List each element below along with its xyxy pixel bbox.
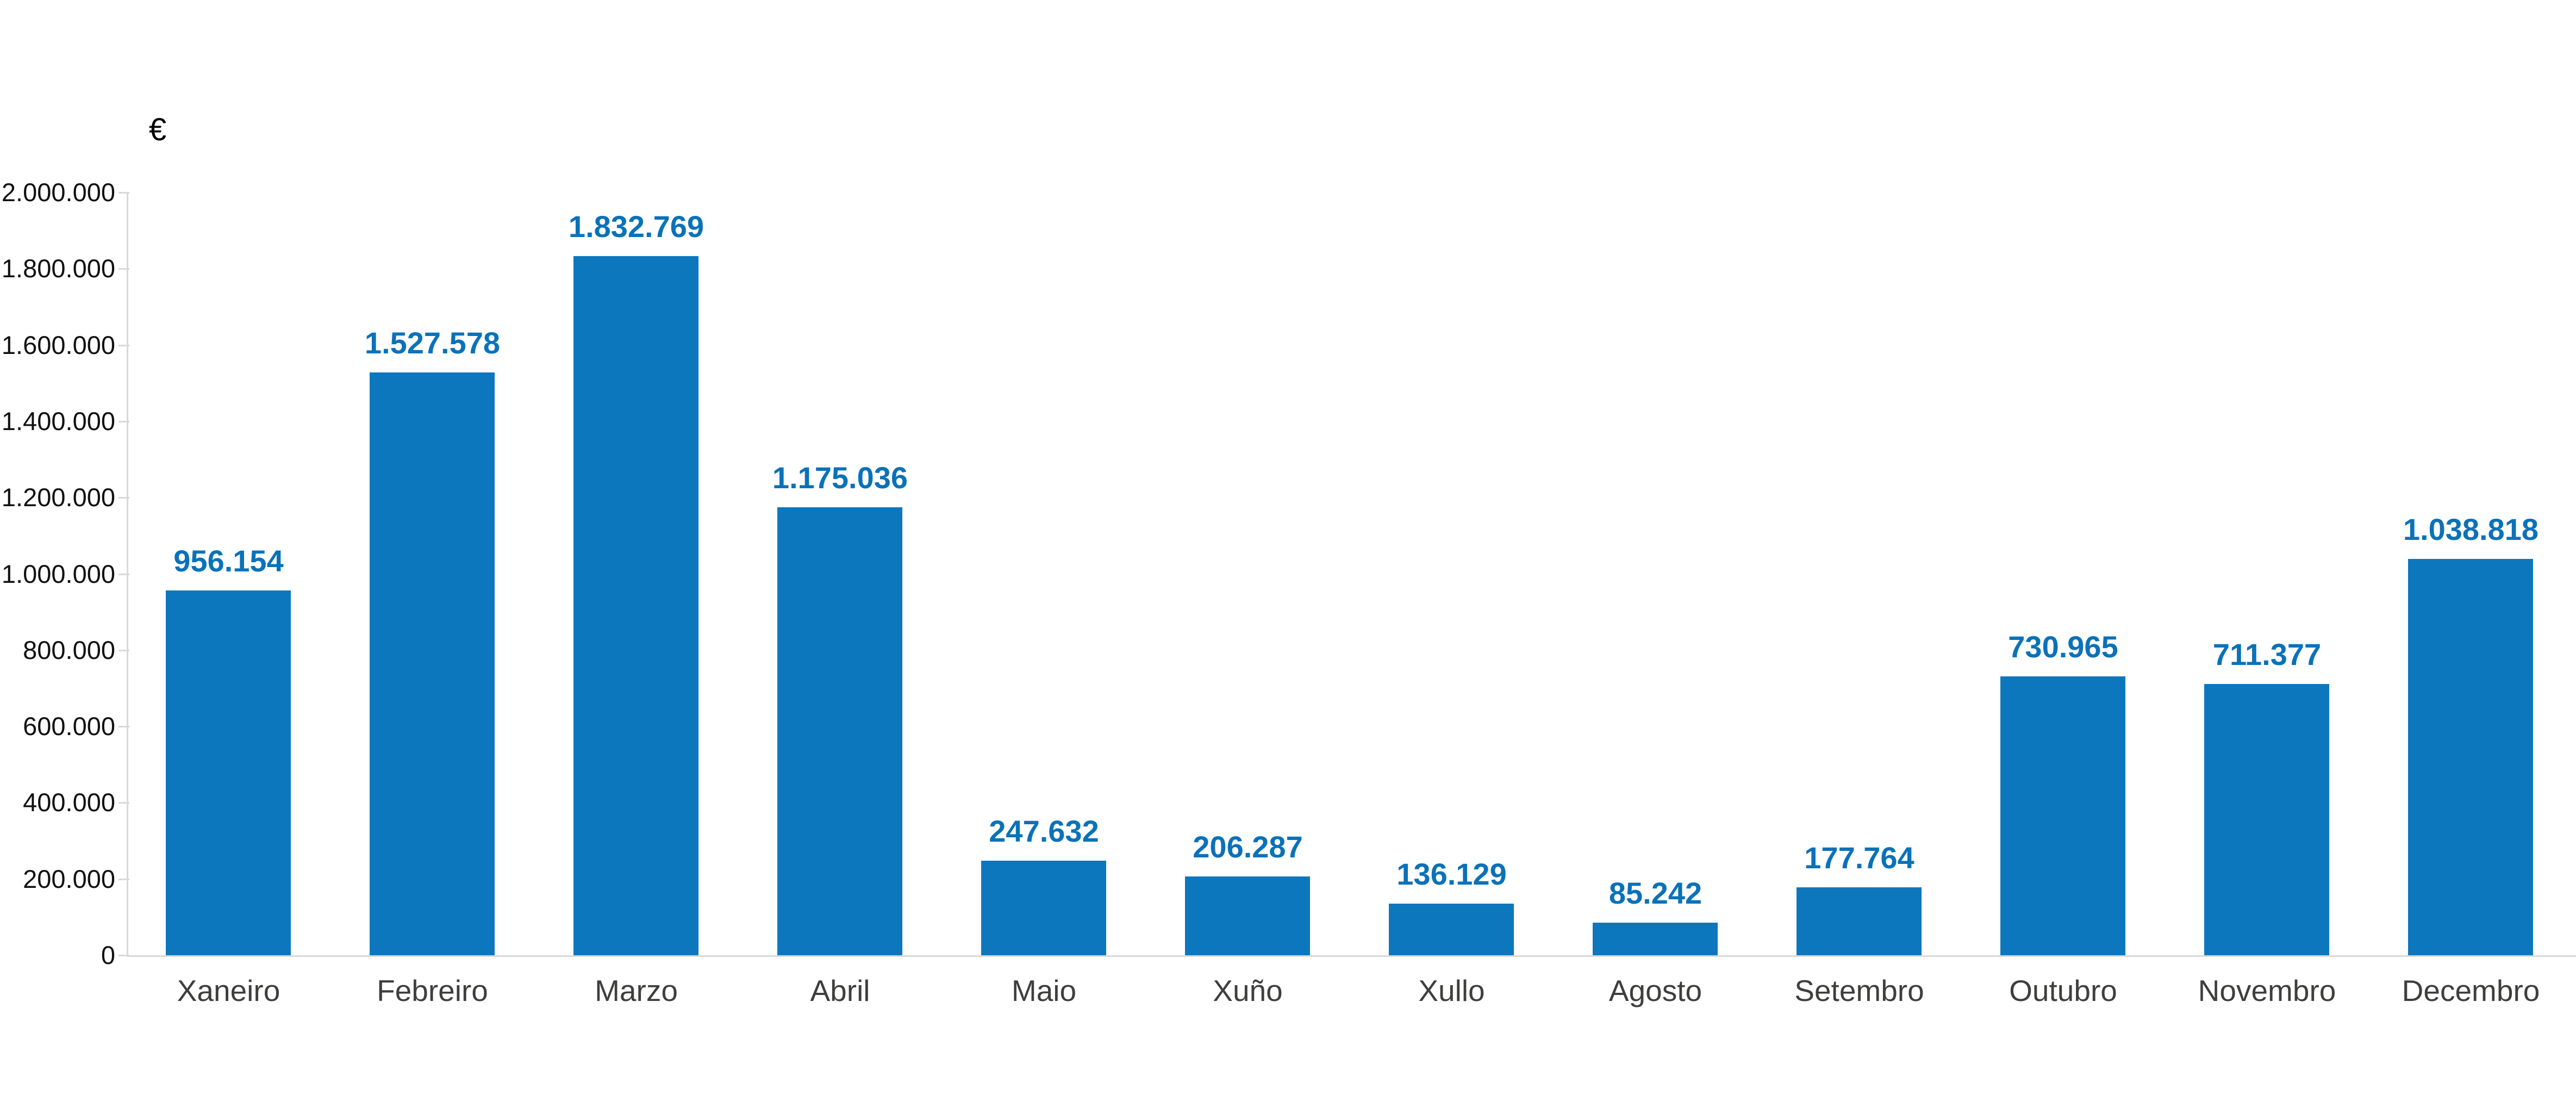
y-axis-tick-mark	[118, 344, 129, 346]
x-axis-category-label: Abril	[810, 974, 870, 1007]
bar-outubro	[2000, 676, 2125, 955]
bar-value-label: 1.832.769	[568, 209, 704, 244]
bar-febreiro	[370, 372, 495, 955]
y-axis-tick-mark	[118, 726, 129, 728]
y-axis-line	[127, 192, 128, 957]
x-axis-category-label: Xullo	[1418, 974, 1485, 1007]
bar-value-label: 206.287	[1193, 830, 1303, 864]
y-axis-tick-label: 600.000	[23, 712, 115, 741]
bar-value-label: 1.527.578	[364, 326, 501, 360]
x-axis-category-label: Decembro	[2402, 974, 2540, 1007]
y-axis-tick-mark	[118, 878, 129, 880]
bar-value-label: 1.175.036	[772, 461, 908, 495]
y-axis-tick-label: 1.000.000	[1, 559, 115, 588]
bar-value-label: 85.242	[1608, 876, 1702, 910]
x-axis-category-label: Febreiro	[377, 974, 488, 1007]
y-axis-tick-mark	[118, 192, 129, 194]
x-axis-category-label: Maio	[1011, 974, 1077, 1007]
x-axis-category-label: Agosto	[1608, 974, 1702, 1007]
y-axis-tick-label: 200.000	[23, 864, 115, 893]
y-axis-tick-label: 1.800.000	[1, 254, 115, 283]
y-axis-tick-label: 1.400.000	[1, 406, 115, 436]
y-axis-tick-label: 0	[101, 941, 115, 969]
y-axis-tick-mark	[118, 573, 129, 575]
y-axis-tick-mark	[118, 420, 129, 422]
bar-novembro	[2204, 684, 2329, 955]
y-axis-tick-label: 800.000	[23, 635, 115, 664]
bar-value-label: 247.632	[989, 814, 1099, 848]
x-axis-category-label: Setembro	[1794, 974, 1924, 1007]
bar-maio	[981, 861, 1106, 955]
bar-value-label: 177.764	[1804, 841, 1914, 875]
bar-xaneiro	[166, 590, 291, 955]
y-axis-tick-mark	[118, 497, 129, 499]
bar-xullo	[1389, 904, 1514, 955]
bar-value-label: 1.038.818	[2403, 512, 2539, 546]
bar-setembro	[1797, 887, 1922, 955]
bar-value-label: 136.129	[1396, 857, 1507, 891]
bar-value-label: 730.965	[2008, 630, 2118, 664]
y-axis-tick-label: 400.000	[23, 788, 115, 817]
bar-agosto	[1593, 923, 1718, 955]
x-axis-category-label: Marzo	[595, 974, 678, 1007]
y-axis-tick-label: 2.000.000	[1, 178, 115, 207]
bar-abril	[777, 507, 902, 955]
y-axis-tick-mark	[118, 268, 129, 270]
bar-xuño	[1185, 876, 1310, 955]
x-axis-category-label: Outubro	[2009, 974, 2117, 1007]
bar-decembro	[2408, 559, 2533, 955]
y-axis-unit-label: €	[148, 112, 167, 147]
y-axis-tick-mark	[118, 802, 129, 804]
y-axis-tick-mark	[118, 649, 129, 651]
y-axis-tick-label: 1.600.000	[1, 330, 115, 359]
y-axis-tick-mark	[118, 955, 129, 956]
x-axis-category-label: Xuño	[1213, 974, 1283, 1007]
bar-value-label: 711.377	[2212, 637, 2322, 671]
y-axis-tick-label: 1.200.000	[1, 483, 115, 512]
bar-marzo	[573, 256, 698, 955]
bar-value-label: 956.154	[173, 544, 284, 578]
x-axis-category-label: Novembro	[2198, 974, 2336, 1007]
x-axis-baseline	[127, 955, 2576, 957]
x-axis-category-label: Xaneiro	[177, 974, 280, 1007]
